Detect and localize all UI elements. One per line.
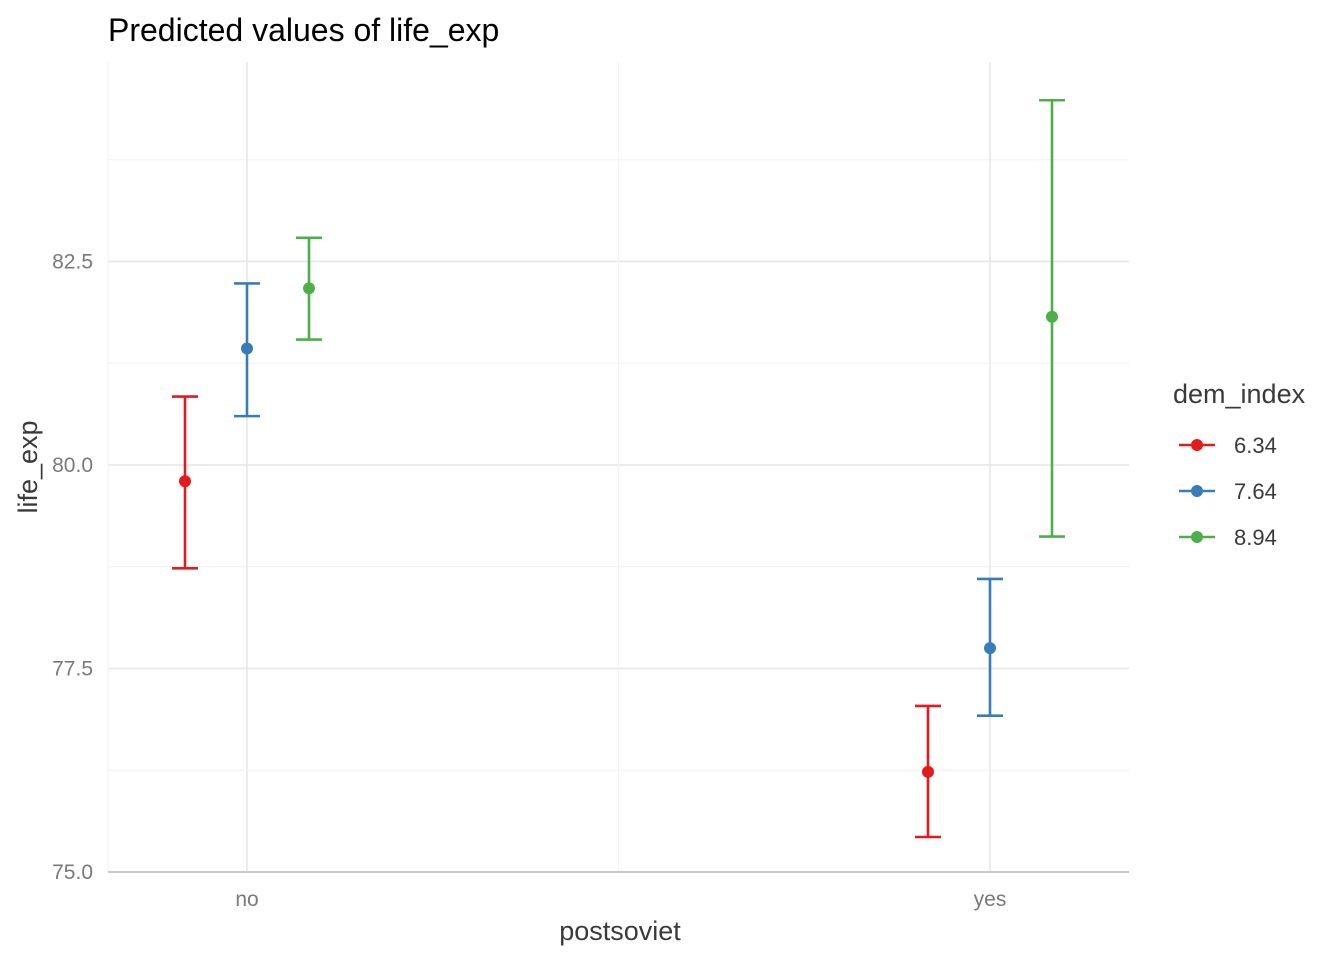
point-no-7.64 bbox=[241, 342, 253, 355]
point-yes-7.64 bbox=[984, 642, 996, 655]
legend-key-point bbox=[1191, 531, 1203, 543]
y-tick-label: 75.0 bbox=[52, 861, 93, 884]
legend-item-8.94: 8.94 bbox=[1179, 525, 1277, 550]
legend: dem_index 6.34 7.64 8.94 bbox=[1173, 379, 1306, 550]
data-marks bbox=[172, 98, 1065, 839]
point-yes-8.94 bbox=[1046, 310, 1058, 323]
legend-item-7.64: 7.64 bbox=[1179, 479, 1277, 504]
errorbar-yes-8.94 bbox=[1039, 98, 1065, 538]
legend-key-point bbox=[1191, 439, 1203, 451]
point-yes-6.34 bbox=[922, 765, 934, 778]
legend-label: 6.34 bbox=[1234, 433, 1277, 458]
errorbar-no-7.64 bbox=[234, 282, 260, 418]
y-tick-label: 77.5 bbox=[52, 657, 93, 680]
errorbar-no-6.34 bbox=[172, 395, 198, 570]
chart-title: Predicted values of life_exp bbox=[108, 12, 499, 48]
errorbar-yes-6.34 bbox=[915, 704, 941, 839]
x-tick-label: no bbox=[235, 888, 258, 911]
x-tick-label: yes bbox=[974, 888, 1007, 911]
y-tick-label: 82.5 bbox=[52, 250, 93, 273]
x-axis-title: postsoviet bbox=[559, 916, 681, 946]
legend-label: 7.64 bbox=[1234, 479, 1277, 504]
errorbar-no-8.94 bbox=[296, 236, 322, 341]
errorbar-yes-7.64 bbox=[977, 577, 1003, 717]
legend-label: 8.94 bbox=[1234, 525, 1277, 550]
y-axis-title: life_exp bbox=[13, 420, 43, 513]
grid bbox=[107, 62, 1129, 873]
x-axis-ticks: no yes bbox=[235, 888, 1006, 911]
y-axis-ticks: 75.0 77.5 80.0 82.5 bbox=[52, 250, 93, 884]
point-no-8.94 bbox=[303, 282, 315, 295]
point-no-6.34 bbox=[179, 475, 191, 488]
legend-key-point bbox=[1191, 485, 1203, 497]
legend-title: dem_index bbox=[1173, 379, 1306, 409]
legend-item-6.34: 6.34 bbox=[1179, 433, 1277, 458]
y-tick-label: 80.0 bbox=[52, 454, 93, 477]
